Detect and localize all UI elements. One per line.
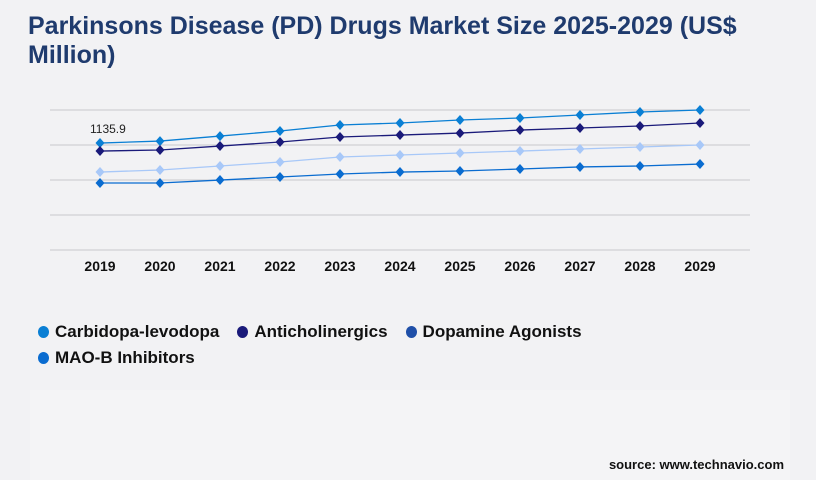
data-point <box>215 141 225 152</box>
data-point <box>95 146 105 157</box>
data-point <box>275 172 285 183</box>
legend-item: Dopamine Agonists <box>405 322 582 342</box>
data-point <box>515 125 525 136</box>
x-tick-label: 2021 <box>204 258 235 274</box>
x-tick-label: 2026 <box>504 258 535 274</box>
data-point <box>275 125 285 136</box>
data-point <box>635 121 645 132</box>
legend-marker-icon <box>405 326 417 338</box>
legend-label: Dopamine Agonists <box>422 322 582 341</box>
data-point <box>335 151 345 162</box>
data-point <box>455 148 465 159</box>
chart-title: Parkinsons Disease (PD) Drugs Market Siz… <box>28 12 737 69</box>
data-point <box>695 159 705 170</box>
data-point <box>695 140 705 151</box>
footer-background <box>30 390 790 480</box>
data-point <box>95 177 105 188</box>
data-point <box>635 161 645 172</box>
data-point <box>95 138 105 149</box>
data-point <box>395 150 405 161</box>
x-tick-label: 2025 <box>444 258 475 274</box>
legend-item: Carbidopa-levodopa <box>38 322 219 342</box>
data-point <box>215 175 225 186</box>
legend-marker-icon <box>38 326 49 338</box>
data-point <box>275 137 285 148</box>
data-point <box>395 130 405 141</box>
source-text: source: www.technavio.com <box>608 457 784 472</box>
data-point <box>515 164 525 175</box>
data-point <box>155 164 165 175</box>
x-tick-label: 2029 <box>684 258 715 274</box>
data-point <box>335 132 345 143</box>
data-point <box>695 105 705 115</box>
x-tick-label: 2019 <box>84 258 115 274</box>
legend-label: Anticholinergics <box>254 322 388 341</box>
data-point <box>515 113 525 124</box>
legend-item: Anticholinergics <box>237 322 388 342</box>
data-point <box>455 128 465 139</box>
x-tick-label: 2027 <box>564 258 595 274</box>
data-point <box>455 114 465 125</box>
x-tick-label: 2024 <box>384 258 415 274</box>
data-point <box>575 109 585 120</box>
x-tick-label: 2023 <box>324 258 355 274</box>
x-tick-label: 2028 <box>624 258 655 274</box>
data-point <box>395 167 405 178</box>
data-point <box>575 143 585 154</box>
legend-item: MAO-B Inhibitors <box>38 348 195 368</box>
data-point <box>575 161 585 172</box>
legend-label: MAO-B Inhibitors <box>55 348 195 367</box>
data-point <box>95 167 105 178</box>
legend: Carbidopa-levodopa Anticholinergics Dopami… <box>38 322 678 374</box>
data-point <box>395 117 405 128</box>
data-point <box>695 117 705 128</box>
legend-marker-icon <box>237 326 249 338</box>
data-point <box>575 122 585 133</box>
data-point <box>215 161 225 172</box>
data-point <box>275 156 285 167</box>
data-point <box>635 142 645 153</box>
data-point <box>335 119 345 130</box>
legend-label: Carbidopa-levodopa <box>55 322 220 341</box>
data-point <box>455 166 465 177</box>
data-point <box>215 131 225 142</box>
x-tick-label: 2020 <box>144 258 175 274</box>
data-point <box>635 106 645 117</box>
data-point <box>155 177 165 188</box>
data-point <box>335 169 345 180</box>
data-label: 1135.9 <box>90 122 126 136</box>
data-point <box>515 146 525 157</box>
data-point <box>155 136 165 147</box>
x-tick-label: 2022 <box>264 258 295 274</box>
data-point <box>155 145 165 156</box>
legend-marker-icon <box>38 352 49 364</box>
